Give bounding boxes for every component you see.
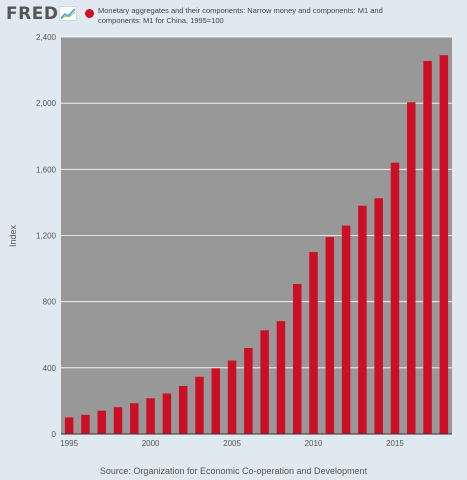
bar-2016 <box>407 102 416 434</box>
bar-1999 <box>130 403 139 434</box>
bar-2012 <box>341 225 351 434</box>
x-tick-label: 2015 <box>386 439 404 448</box>
bar-2009 <box>292 283 302 434</box>
bar-1996 <box>81 414 90 434</box>
y-tick-label: 1,600 <box>36 165 57 174</box>
x-tick-labels: 1995 2000 2005 2010 2015 <box>60 439 404 448</box>
x-tick-label: 1995 <box>60 439 78 448</box>
y-tick-labels: 0 400 800 1,200 1,600 2,000 2,400 <box>36 33 57 439</box>
legend-marker <box>85 9 94 18</box>
bar-2015 <box>390 162 400 434</box>
bar-2007 <box>260 330 269 434</box>
bar-1995 <box>64 417 74 434</box>
x-tick-label: 2010 <box>305 439 323 448</box>
bar-2004 <box>211 368 221 434</box>
bar-2017 <box>423 60 432 435</box>
bar-2008 <box>276 321 286 434</box>
bar-1998 <box>113 407 123 434</box>
y-tick-label: 400 <box>43 364 57 373</box>
y-tick-label: 1,200 <box>36 232 57 241</box>
bars <box>64 55 449 435</box>
y-tick-label: 2,400 <box>36 33 57 42</box>
bar-2018 <box>439 55 449 435</box>
bar-2013 <box>358 205 367 434</box>
y-tick-label: 800 <box>43 298 57 307</box>
x-tick-label: 2000 <box>142 439 160 448</box>
bar-2005 <box>227 360 237 434</box>
y-axis-label: Index <box>8 224 18 247</box>
y-tick-label: 0 <box>52 430 57 439</box>
bar-2000 <box>146 398 155 434</box>
bar-2006 <box>244 347 253 434</box>
legend-label: Monetary aggregates and their components… <box>98 6 383 25</box>
bar-2011 <box>325 237 335 434</box>
bar-1997 <box>97 410 106 434</box>
y-tick-label: 2,000 <box>36 99 57 108</box>
bar-2002 <box>178 386 188 434</box>
bar-2001 <box>162 393 172 434</box>
bar-2010 <box>309 252 318 434</box>
chart-header: FRED Monetary aggregates and their compo… <box>0 0 467 32</box>
fred-logo-chart-icon <box>59 6 77 21</box>
x-tick-label: 2005 <box>223 439 241 448</box>
gridlines <box>61 36 452 369</box>
bar-2014 <box>374 198 383 434</box>
fred-logo: FRED <box>6 4 59 24</box>
bar-2003 <box>195 376 204 434</box>
source-note: Source: Organization for Economic Co-ope… <box>99 466 368 476</box>
